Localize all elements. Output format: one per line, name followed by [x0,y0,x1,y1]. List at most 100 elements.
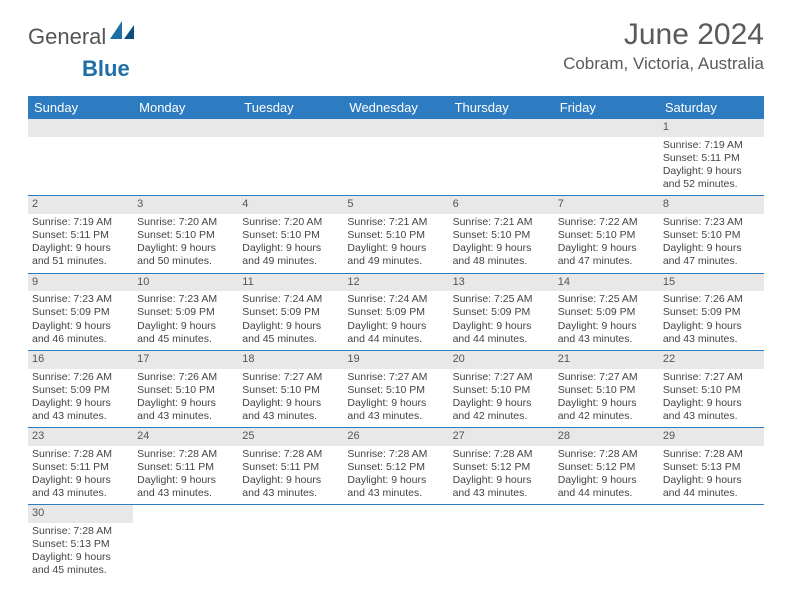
sunset-text: Sunset: 5:09 PM [32,306,129,319]
day-body: Sunrise: 7:23 AMSunset: 5:10 PMDaylight:… [659,214,764,273]
daylight-text: Daylight: 9 hours and 45 minutes. [242,320,339,346]
day-body: Sunrise: 7:21 AMSunset: 5:10 PMDaylight:… [343,214,448,273]
day-body: Sunrise: 7:23 AMSunset: 5:09 PMDaylight:… [28,291,133,350]
daylight-text: Daylight: 9 hours and 43 minutes. [663,397,760,423]
day-number-empty [238,119,343,137]
day-body: Sunrise: 7:28 AMSunset: 5:12 PMDaylight:… [554,446,659,505]
day-number: 5 [343,196,448,214]
daylight-text: Daylight: 9 hours and 42 minutes. [453,397,550,423]
daylight-text: Daylight: 9 hours and 43 minutes. [242,474,339,500]
sunrise-text: Sunrise: 7:21 AM [453,216,550,229]
sunset-text: Sunset: 5:09 PM [137,306,234,319]
sunset-text: Sunset: 5:11 PM [32,461,129,474]
day-number: 16 [28,351,133,369]
daylight-text: Daylight: 9 hours and 42 minutes. [558,397,655,423]
day-body: Sunrise: 7:23 AMSunset: 5:09 PMDaylight:… [133,291,238,350]
title-block: June 2024 Cobram, Victoria, Australia [563,18,764,74]
month-title: June 2024 [563,18,764,52]
day-number: 17 [133,351,238,369]
sunrise-text: Sunrise: 7:25 AM [453,293,550,306]
day-number: 30 [28,505,133,523]
day-cell: 24Sunrise: 7:28 AMSunset: 5:11 PMDayligh… [133,428,238,504]
day-body: Sunrise: 7:19 AMSunset: 5:11 PMDaylight:… [28,214,133,273]
day-number: 3 [133,196,238,214]
day-body: Sunrise: 7:20 AMSunset: 5:10 PMDaylight:… [238,214,343,273]
daylight-text: Daylight: 9 hours and 47 minutes. [558,242,655,268]
day-cell [554,505,659,581]
weekday-header: Wednesday [343,96,448,119]
day-number: 13 [449,274,554,292]
day-body: Sunrise: 7:27 AMSunset: 5:10 PMDaylight:… [238,369,343,428]
sunset-text: Sunset: 5:10 PM [663,384,760,397]
day-number: 6 [449,196,554,214]
day-cell: 12Sunrise: 7:24 AMSunset: 5:09 PMDayligh… [343,274,448,350]
sunrise-text: Sunrise: 7:22 AM [558,216,655,229]
day-number: 14 [554,274,659,292]
sunrise-text: Sunrise: 7:24 AM [347,293,444,306]
day-cell [449,119,554,195]
day-cell: 14Sunrise: 7:25 AMSunset: 5:09 PMDayligh… [554,274,659,350]
sunrise-text: Sunrise: 7:28 AM [663,448,760,461]
daylight-text: Daylight: 9 hours and 43 minutes. [32,474,129,500]
daylight-text: Daylight: 9 hours and 43 minutes. [242,397,339,423]
day-number: 28 [554,428,659,446]
day-body: Sunrise: 7:28 AMSunset: 5:13 PMDaylight:… [659,446,764,505]
logo: General [28,24,136,50]
day-cell: 20Sunrise: 7:27 AMSunset: 5:10 PMDayligh… [449,351,554,427]
sunset-text: Sunset: 5:11 PM [137,461,234,474]
day-cell: 8Sunrise: 7:23 AMSunset: 5:10 PMDaylight… [659,196,764,272]
day-cell: 4Sunrise: 7:20 AMSunset: 5:10 PMDaylight… [238,196,343,272]
weekday-header: Saturday [659,96,764,119]
day-cell [133,505,238,581]
day-number: 12 [343,274,448,292]
daylight-text: Daylight: 9 hours and 49 minutes. [242,242,339,268]
day-cell: 9Sunrise: 7:23 AMSunset: 5:09 PMDaylight… [28,274,133,350]
day-number: 22 [659,351,764,369]
day-cell: 3Sunrise: 7:20 AMSunset: 5:10 PMDaylight… [133,196,238,272]
day-number: 21 [554,351,659,369]
day-body: Sunrise: 7:28 AMSunset: 5:11 PMDaylight:… [28,446,133,505]
day-body: Sunrise: 7:27 AMSunset: 5:10 PMDaylight:… [343,369,448,428]
day-body: Sunrise: 7:19 AMSunset: 5:11 PMDaylight:… [659,137,764,196]
daylight-text: Daylight: 9 hours and 43 minutes. [347,474,444,500]
weekday-header: Thursday [449,96,554,119]
day-cell: 7Sunrise: 7:22 AMSunset: 5:10 PMDaylight… [554,196,659,272]
sunset-text: Sunset: 5:10 PM [137,229,234,242]
daylight-text: Daylight: 9 hours and 43 minutes. [137,397,234,423]
sunrise-text: Sunrise: 7:27 AM [558,371,655,384]
week-row: 16Sunrise: 7:26 AMSunset: 5:09 PMDayligh… [28,351,764,428]
sunrise-text: Sunrise: 7:26 AM [137,371,234,384]
day-cell: 11Sunrise: 7:24 AMSunset: 5:09 PMDayligh… [238,274,343,350]
day-cell: 28Sunrise: 7:28 AMSunset: 5:12 PMDayligh… [554,428,659,504]
day-body: Sunrise: 7:28 AMSunset: 5:12 PMDaylight:… [449,446,554,505]
daylight-text: Daylight: 9 hours and 43 minutes. [558,320,655,346]
weekday-header: Friday [554,96,659,119]
day-cell: 18Sunrise: 7:27 AMSunset: 5:10 PMDayligh… [238,351,343,427]
sunset-text: Sunset: 5:09 PM [663,306,760,319]
sunrise-text: Sunrise: 7:19 AM [663,139,760,152]
weekday-header: Monday [133,96,238,119]
day-cell [28,119,133,195]
daylight-text: Daylight: 9 hours and 45 minutes. [137,320,234,346]
sunrise-text: Sunrise: 7:26 AM [32,371,129,384]
sunrise-text: Sunrise: 7:26 AM [663,293,760,306]
week-row: 1Sunrise: 7:19 AMSunset: 5:11 PMDaylight… [28,119,764,196]
day-cell: 5Sunrise: 7:21 AMSunset: 5:10 PMDaylight… [343,196,448,272]
daylight-text: Daylight: 9 hours and 44 minutes. [558,474,655,500]
day-number: 19 [343,351,448,369]
sunrise-text: Sunrise: 7:28 AM [137,448,234,461]
sunset-text: Sunset: 5:13 PM [663,461,760,474]
day-cell: 17Sunrise: 7:26 AMSunset: 5:10 PMDayligh… [133,351,238,427]
daylight-text: Daylight: 9 hours and 52 minutes. [663,165,760,191]
logo-text-blue: Blue [82,56,130,82]
day-cell: 27Sunrise: 7:28 AMSunset: 5:12 PMDayligh… [449,428,554,504]
sunrise-text: Sunrise: 7:21 AM [347,216,444,229]
day-cell: 23Sunrise: 7:28 AMSunset: 5:11 PMDayligh… [28,428,133,504]
logo-text-general: General [28,24,106,50]
sunset-text: Sunset: 5:12 PM [558,461,655,474]
daylight-text: Daylight: 9 hours and 43 minutes. [347,397,444,423]
daylight-text: Daylight: 9 hours and 43 minutes. [453,474,550,500]
day-cell: 25Sunrise: 7:28 AMSunset: 5:11 PMDayligh… [238,428,343,504]
sunrise-text: Sunrise: 7:20 AM [137,216,234,229]
weekday-header: Tuesday [238,96,343,119]
